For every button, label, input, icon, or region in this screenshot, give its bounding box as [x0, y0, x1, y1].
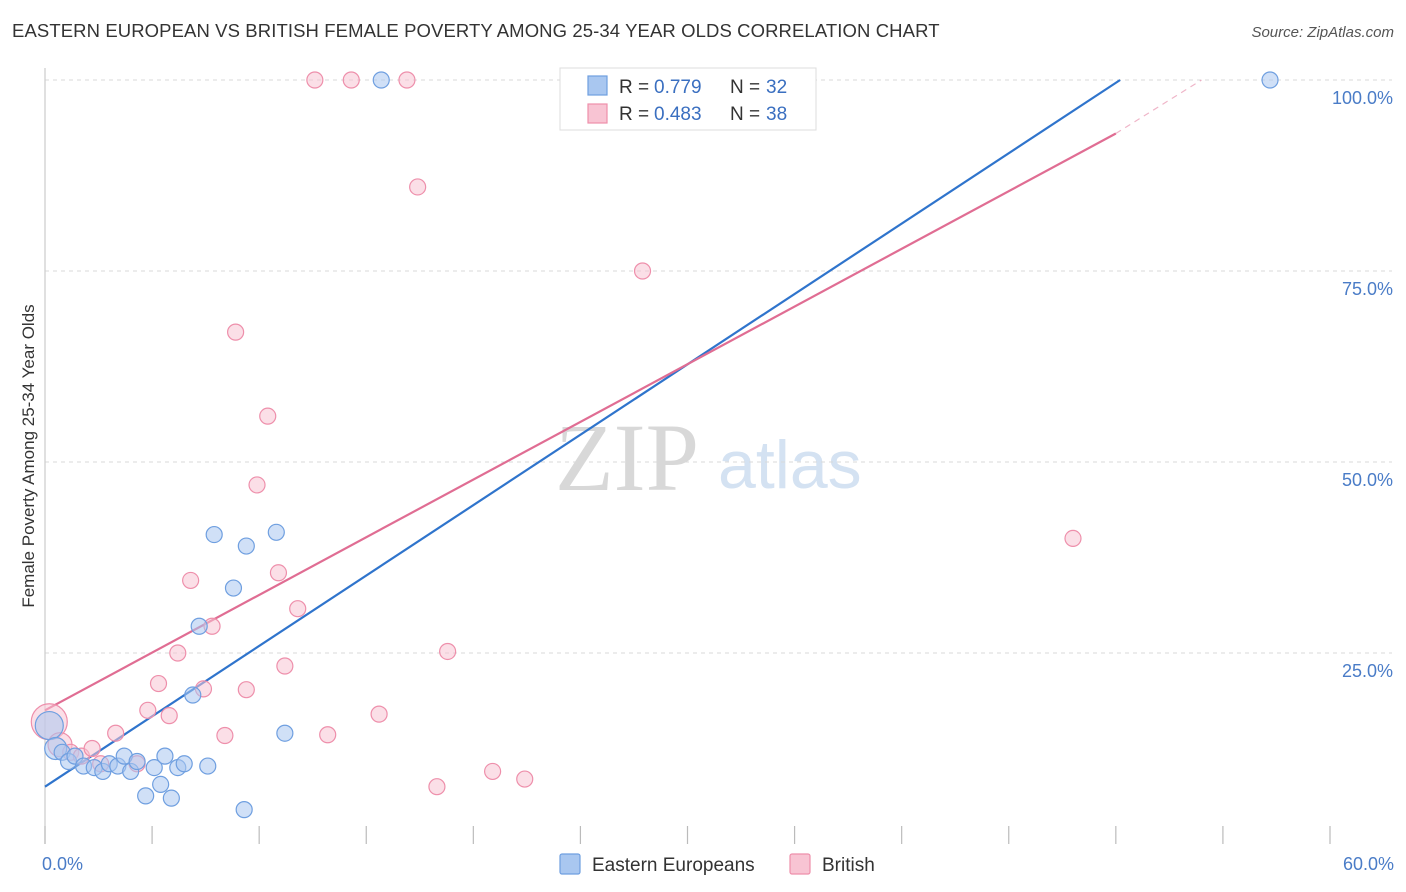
y-tick-label: 50.0%: [1342, 470, 1393, 490]
chart-source: Source: ZipAtlas.com: [1251, 24, 1394, 41]
data-point-british: [216, 726, 234, 745]
legend-box: R = 0.779 N = 32 R = 0.483 N = 38: [559, 67, 817, 131]
bottom-legend-label-british: British: [822, 855, 875, 876]
bottom-legend: Eastern Europeans British: [559, 853, 875, 876]
data-point-eastern: [145, 758, 163, 777]
data-point-british: [107, 724, 125, 742]
data-point-eastern: [184, 686, 202, 704]
watermark-zip: ZIP: [555, 404, 699, 511]
data-point-eastern: [372, 71, 390, 89]
data-point-british: [227, 323, 245, 341]
data-point-british: [160, 707, 178, 725]
data-point-eastern: [199, 757, 217, 775]
data-point-british: [149, 674, 168, 693]
legend-r-label: R =: [619, 104, 649, 125]
data-point-british: [259, 407, 277, 425]
y-axis-title: Female Poverty Among 25-34 Year Olds: [19, 304, 38, 607]
data-point-eastern: [156, 747, 174, 765]
chart-title: EASTERN EUROPEAN VS BRITISH FEMALE POVER…: [12, 20, 940, 41]
data-point-british: [237, 681, 255, 699]
data-point-british: [370, 705, 388, 723]
legend-n-value: 32: [766, 77, 787, 98]
data-point-eastern: [190, 617, 208, 635]
data-point-british: [289, 600, 307, 618]
grid-layer: [45, 79, 1392, 654]
data-point-british: [439, 642, 457, 661]
data-point-british: [83, 739, 101, 758]
data-point-eastern: [175, 755, 193, 773]
legend-swatch-british: [587, 103, 608, 124]
watermark-atlas: atlas: [718, 427, 862, 503]
data-point-eastern: [34, 710, 64, 741]
data-point-eastern: [237, 537, 255, 555]
watermark: ZIP atlas: [555, 404, 862, 511]
data-point-british: [169, 644, 187, 662]
data-point-british: [276, 657, 294, 675]
legend-swatch-eastern: [587, 75, 608, 96]
legend-n-label: N =: [730, 104, 760, 125]
x-tick-label: 0.0%: [42, 854, 83, 874]
data-point-british: [516, 770, 534, 788]
trend-line-eastern: [44, 79, 1121, 788]
y-tick-label: 100.0%: [1332, 88, 1393, 108]
data-point-british: [409, 178, 427, 196]
data-point-eastern: [1261, 71, 1279, 89]
data-point-eastern: [235, 801, 253, 819]
data-point-british: [342, 71, 360, 89]
data-point-british: [428, 778, 446, 796]
y-tick-label: 75.0%: [1342, 279, 1393, 299]
bottom-legend-swatch-eastern: [559, 853, 581, 875]
x-tick-label: 60.0%: [1343, 854, 1394, 874]
data-point-british: [633, 262, 652, 280]
data-point-british: [269, 564, 288, 582]
data-point-british: [248, 476, 266, 494]
data-point-british: [306, 71, 324, 89]
legend-r-label: R =: [619, 77, 649, 98]
data-point-eastern: [152, 775, 170, 794]
bottom-legend-swatch-british: [789, 853, 811, 875]
data-point-eastern: [137, 787, 155, 805]
data-point-british: [319, 726, 337, 744]
data-point-british: [484, 762, 502, 781]
data-point-british: [398, 71, 416, 89]
data-point-eastern: [205, 525, 223, 544]
points-layer: [30, 71, 1279, 819]
data-point-british: [1064, 529, 1082, 548]
data-point-british: [182, 571, 200, 590]
legend-r-value: 0.483: [654, 104, 702, 125]
data-point-eastern: [267, 523, 285, 541]
data-point-eastern: [276, 724, 294, 742]
trend-layer: [44, 79, 1202, 788]
trend-line-british: [44, 132, 1117, 712]
legend-n-label: N =: [730, 77, 760, 98]
legend-r-value: 0.779: [654, 77, 702, 98]
data-point-eastern: [128, 752, 146, 771]
data-point-british: [139, 701, 157, 719]
data-point-eastern: [224, 579, 243, 597]
legend-n-value: 38: [766, 104, 787, 125]
y-tick-label: 25.0%: [1342, 661, 1393, 681]
tick-layer: 0.0% 60.0% 25.0% 50.0% 75.0% 100.0%: [42, 88, 1394, 874]
trend-line-extension-british: [1115, 79, 1202, 134]
data-point-eastern: [162, 789, 180, 807]
bottom-legend-label-eastern: Eastern Europeans: [592, 855, 755, 876]
